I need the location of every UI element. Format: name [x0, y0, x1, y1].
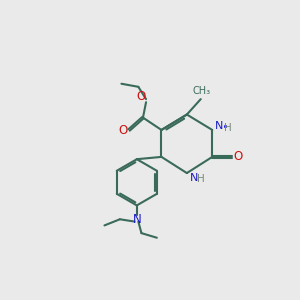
Text: H: H [197, 174, 205, 184]
Text: N: N [132, 213, 141, 226]
Text: O: O [118, 124, 128, 137]
Text: O: O [137, 90, 146, 103]
Text: CH₃: CH₃ [192, 86, 211, 96]
Text: N: N [190, 173, 198, 183]
Text: N: N [215, 121, 224, 131]
Text: O: O [234, 150, 243, 164]
Text: H: H [224, 123, 232, 133]
